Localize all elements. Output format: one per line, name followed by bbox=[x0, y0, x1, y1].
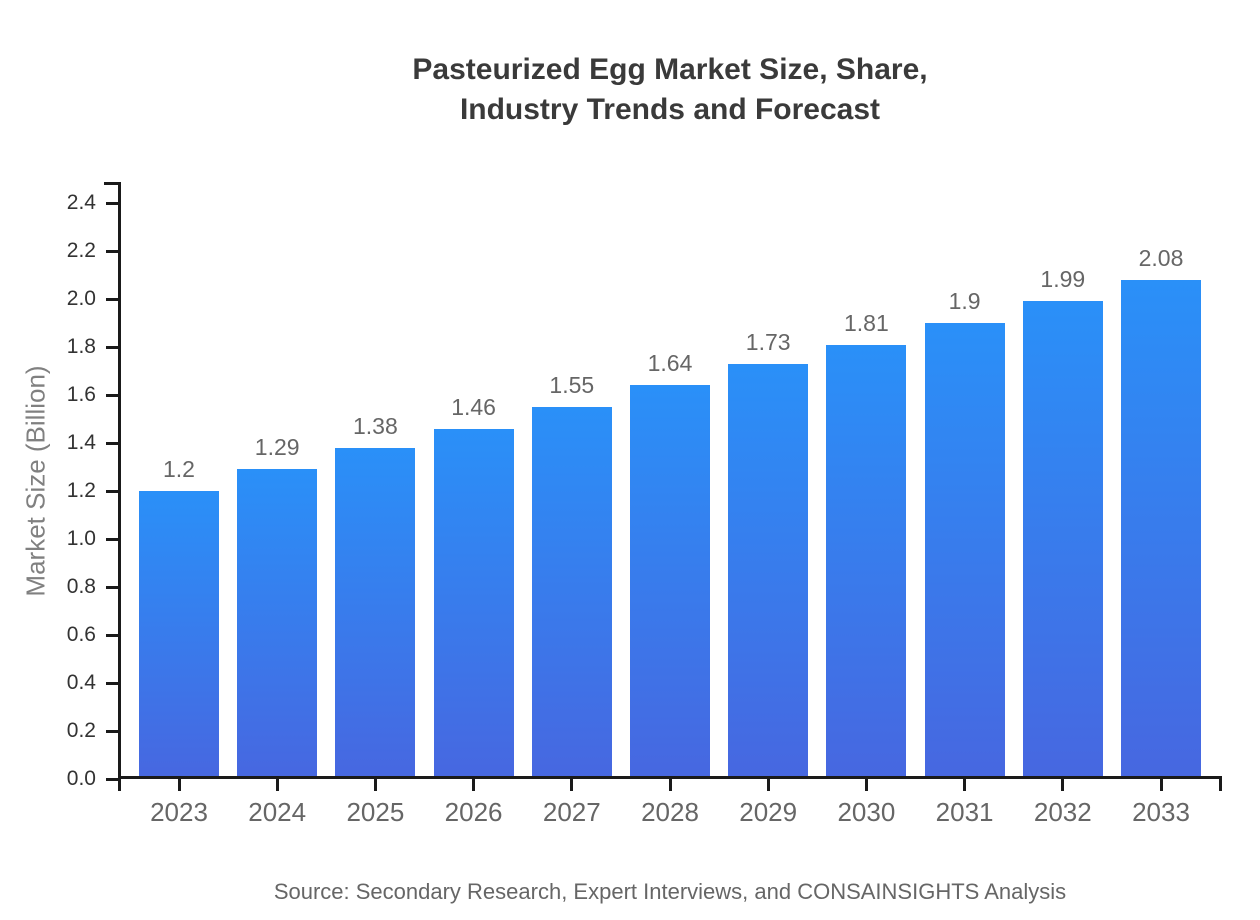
bar-value-label: 1.55 bbox=[549, 372, 595, 398]
y-tick bbox=[106, 489, 118, 493]
y-tick-label: 0.4 bbox=[66, 671, 96, 694]
y-tick bbox=[106, 585, 118, 589]
x-tick bbox=[177, 779, 181, 791]
bar-value-label: 1.2 bbox=[163, 456, 195, 482]
bar-value-label: 1.9 bbox=[948, 288, 981, 314]
y-tick-label: 0.2 bbox=[66, 719, 96, 742]
x-tick-label: 2032 bbox=[1033, 797, 1092, 827]
bar-2033 bbox=[1121, 279, 1201, 779]
y-tick bbox=[106, 345, 118, 349]
x-tick bbox=[1061, 779, 1065, 791]
y-tick bbox=[106, 729, 118, 733]
y-tick bbox=[106, 201, 118, 205]
x-tick bbox=[963, 779, 967, 791]
y-tick-label: 0.8 bbox=[66, 575, 96, 598]
y-tick bbox=[106, 249, 118, 253]
bar-2027 bbox=[531, 407, 612, 779]
chart-title: Pasteurized Egg Market Size, Share, Indu… bbox=[118, 50, 1222, 130]
y-tick-label: 2.0 bbox=[66, 287, 96, 310]
x-tick bbox=[570, 779, 574, 791]
bar-2031 bbox=[924, 323, 1005, 779]
x-tick bbox=[472, 779, 476, 791]
y-tick bbox=[106, 441, 118, 445]
y-tick-label: 1.8 bbox=[66, 335, 96, 358]
y-axis-line bbox=[118, 182, 121, 779]
bar-2032 bbox=[1022, 301, 1103, 779]
x-tick-label: 2028 bbox=[641, 797, 699, 827]
source-note: Source: Secondary Research, Expert Inter… bbox=[273, 879, 1067, 904]
x-tick-label: 2026 bbox=[444, 797, 503, 827]
y-tick bbox=[106, 633, 118, 637]
chart-title-line-1: Pasteurized Egg Market Size, Share, bbox=[412, 53, 928, 86]
bar-value-label: 1.29 bbox=[254, 434, 300, 461]
bar-value-label: 1.64 bbox=[647, 350, 693, 377]
bar-value-label: 1.99 bbox=[1040, 266, 1086, 293]
bar-2026 bbox=[433, 428, 514, 779]
x-tick-label: 2030 bbox=[837, 797, 896, 827]
bar-2028 bbox=[630, 385, 710, 779]
x-tick bbox=[864, 779, 868, 791]
y-axis-end-cap bbox=[104, 182, 118, 185]
y-tick-label: 1.4 bbox=[66, 431, 96, 454]
y-tick bbox=[106, 393, 118, 397]
y-tick-label: 2.2 bbox=[66, 239, 96, 262]
x-tick-label: 2027 bbox=[542, 797, 601, 827]
bar-value-label: 1.46 bbox=[451, 393, 496, 420]
chart-title-line-2: Industry Trends and Forecast bbox=[459, 93, 881, 126]
x-axis-start-tick bbox=[118, 779, 121, 791]
y-tick-label: 1.0 bbox=[66, 527, 96, 550]
x-tick-label: 2033 bbox=[1132, 797, 1190, 827]
x-tick-label: 2023 bbox=[150, 797, 208, 827]
x-tick-label: 2025 bbox=[346, 797, 405, 827]
x-tick bbox=[1159, 779, 1163, 791]
y-tick-label: 0.0 bbox=[66, 767, 96, 790]
y-tick-label: 1.6 bbox=[66, 383, 96, 406]
x-tick-label: 2031 bbox=[935, 797, 994, 827]
bar-value-label: 2.08 bbox=[1138, 244, 1184, 271]
x-tick bbox=[668, 779, 672, 791]
bar-2023 bbox=[139, 491, 219, 779]
bar-2024 bbox=[237, 469, 318, 779]
x-tick bbox=[766, 779, 770, 791]
x-tick bbox=[373, 779, 377, 791]
bar-value-label: 1.73 bbox=[745, 328, 791, 355]
y-tick bbox=[106, 537, 118, 541]
bar-2025 bbox=[335, 447, 416, 779]
x-axis-line bbox=[118, 776, 1222, 779]
x-axis-end-tick bbox=[1219, 779, 1222, 791]
x-tick-label: 2024 bbox=[248, 797, 307, 827]
plot-area: 0.0 0.2 0.4 0.6 0.8 1.0 1.2 1.4 1.6 1.8 2.0 2.2 2.4 1… bbox=[67, 182, 1222, 827]
y-tick-label: 2.4 bbox=[66, 191, 96, 214]
y-tick bbox=[106, 777, 118, 781]
y-tick-label: 0.6 bbox=[66, 623, 96, 646]
bar-value-label: 1.81 bbox=[844, 309, 889, 336]
y-tick bbox=[106, 681, 118, 685]
y-tick-label: 1.2 bbox=[66, 479, 96, 502]
y-tick bbox=[106, 297, 118, 301]
x-tick-label: 2029 bbox=[739, 797, 798, 827]
bar-value-label: 1.38 bbox=[353, 412, 398, 439]
bar-2030 bbox=[826, 344, 907, 779]
bar-2029 bbox=[728, 363, 809, 779]
x-tick bbox=[275, 779, 279, 791]
